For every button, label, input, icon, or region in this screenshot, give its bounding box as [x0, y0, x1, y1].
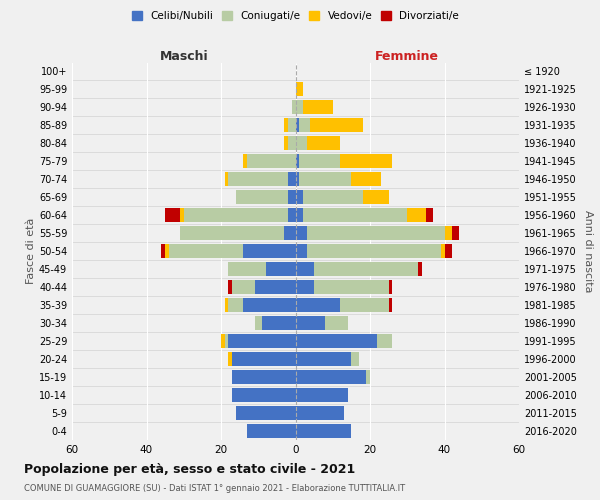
- Bar: [296, 100, 303, 114]
- Bar: [299, 118, 310, 132]
- Bar: [229, 352, 232, 366]
- Bar: [180, 226, 284, 240]
- Bar: [225, 334, 229, 348]
- Bar: [445, 244, 452, 258]
- Bar: [296, 136, 307, 150]
- Bar: [452, 226, 460, 240]
- Bar: [288, 118, 296, 132]
- Text: Femmine: Femmine: [375, 50, 439, 62]
- Bar: [232, 352, 296, 366]
- Bar: [310, 118, 362, 132]
- Bar: [340, 154, 392, 168]
- Bar: [247, 424, 296, 438]
- Y-axis label: Fasce di età: Fasce di età: [26, 218, 36, 284]
- Bar: [314, 262, 418, 276]
- Bar: [366, 370, 370, 384]
- Bar: [288, 136, 296, 150]
- Bar: [229, 298, 244, 312]
- Bar: [296, 82, 303, 96]
- Bar: [426, 208, 433, 222]
- Bar: [165, 208, 180, 222]
- Bar: [303, 190, 362, 204]
- Bar: [236, 406, 296, 420]
- Bar: [284, 226, 296, 240]
- Bar: [288, 208, 296, 222]
- Bar: [296, 280, 314, 294]
- Bar: [307, 226, 445, 240]
- Text: Popolazione per età, sesso e stato civile - 2021: Popolazione per età, sesso e stato civil…: [24, 462, 355, 475]
- Bar: [225, 298, 229, 312]
- Bar: [161, 244, 165, 258]
- Bar: [247, 154, 296, 168]
- Bar: [236, 190, 288, 204]
- Bar: [232, 280, 254, 294]
- Legend: Celibi/Nubili, Coniugati/e, Vedovi/e, Divorziati/e: Celibi/Nubili, Coniugati/e, Vedovi/e, Di…: [132, 11, 459, 21]
- Bar: [180, 208, 184, 222]
- Bar: [292, 100, 296, 114]
- Bar: [377, 334, 392, 348]
- Bar: [221, 334, 225, 348]
- Bar: [296, 244, 307, 258]
- Bar: [262, 316, 296, 330]
- Bar: [296, 388, 347, 402]
- Bar: [296, 370, 366, 384]
- Bar: [244, 298, 296, 312]
- Bar: [229, 262, 266, 276]
- Bar: [296, 262, 314, 276]
- Bar: [229, 280, 232, 294]
- Bar: [296, 190, 303, 204]
- Bar: [299, 172, 352, 186]
- Bar: [169, 244, 244, 258]
- Bar: [254, 280, 296, 294]
- Bar: [284, 118, 288, 132]
- Bar: [232, 370, 296, 384]
- Bar: [296, 406, 344, 420]
- Bar: [389, 298, 392, 312]
- Bar: [389, 280, 392, 294]
- Bar: [303, 208, 407, 222]
- Bar: [244, 154, 247, 168]
- Bar: [184, 208, 288, 222]
- Bar: [340, 298, 389, 312]
- Bar: [284, 136, 288, 150]
- Bar: [254, 316, 262, 330]
- Bar: [418, 262, 422, 276]
- Bar: [325, 316, 347, 330]
- Bar: [232, 388, 296, 402]
- Bar: [296, 172, 299, 186]
- Bar: [296, 298, 340, 312]
- Bar: [352, 172, 381, 186]
- Bar: [229, 172, 288, 186]
- Bar: [296, 154, 299, 168]
- Bar: [296, 424, 352, 438]
- Bar: [266, 262, 296, 276]
- Bar: [296, 352, 352, 366]
- Bar: [307, 244, 441, 258]
- Bar: [299, 154, 340, 168]
- Bar: [352, 352, 359, 366]
- Bar: [288, 172, 296, 186]
- Bar: [441, 244, 445, 258]
- Y-axis label: Anni di nascita: Anni di nascita: [583, 210, 593, 292]
- Bar: [362, 190, 389, 204]
- Bar: [407, 208, 426, 222]
- Bar: [296, 316, 325, 330]
- Bar: [165, 244, 169, 258]
- Bar: [303, 100, 333, 114]
- Bar: [296, 118, 299, 132]
- Text: Maschi: Maschi: [160, 50, 208, 62]
- Bar: [445, 226, 452, 240]
- Bar: [244, 244, 296, 258]
- Bar: [296, 208, 303, 222]
- Bar: [229, 334, 296, 348]
- Bar: [314, 280, 389, 294]
- Bar: [296, 334, 377, 348]
- Bar: [225, 172, 229, 186]
- Text: COMUNE DI GUAMAGGIORE (SU) - Dati ISTAT 1° gennaio 2021 - Elaborazione TUTTITALI: COMUNE DI GUAMAGGIORE (SU) - Dati ISTAT …: [24, 484, 405, 493]
- Bar: [307, 136, 340, 150]
- Bar: [288, 190, 296, 204]
- Bar: [296, 226, 307, 240]
